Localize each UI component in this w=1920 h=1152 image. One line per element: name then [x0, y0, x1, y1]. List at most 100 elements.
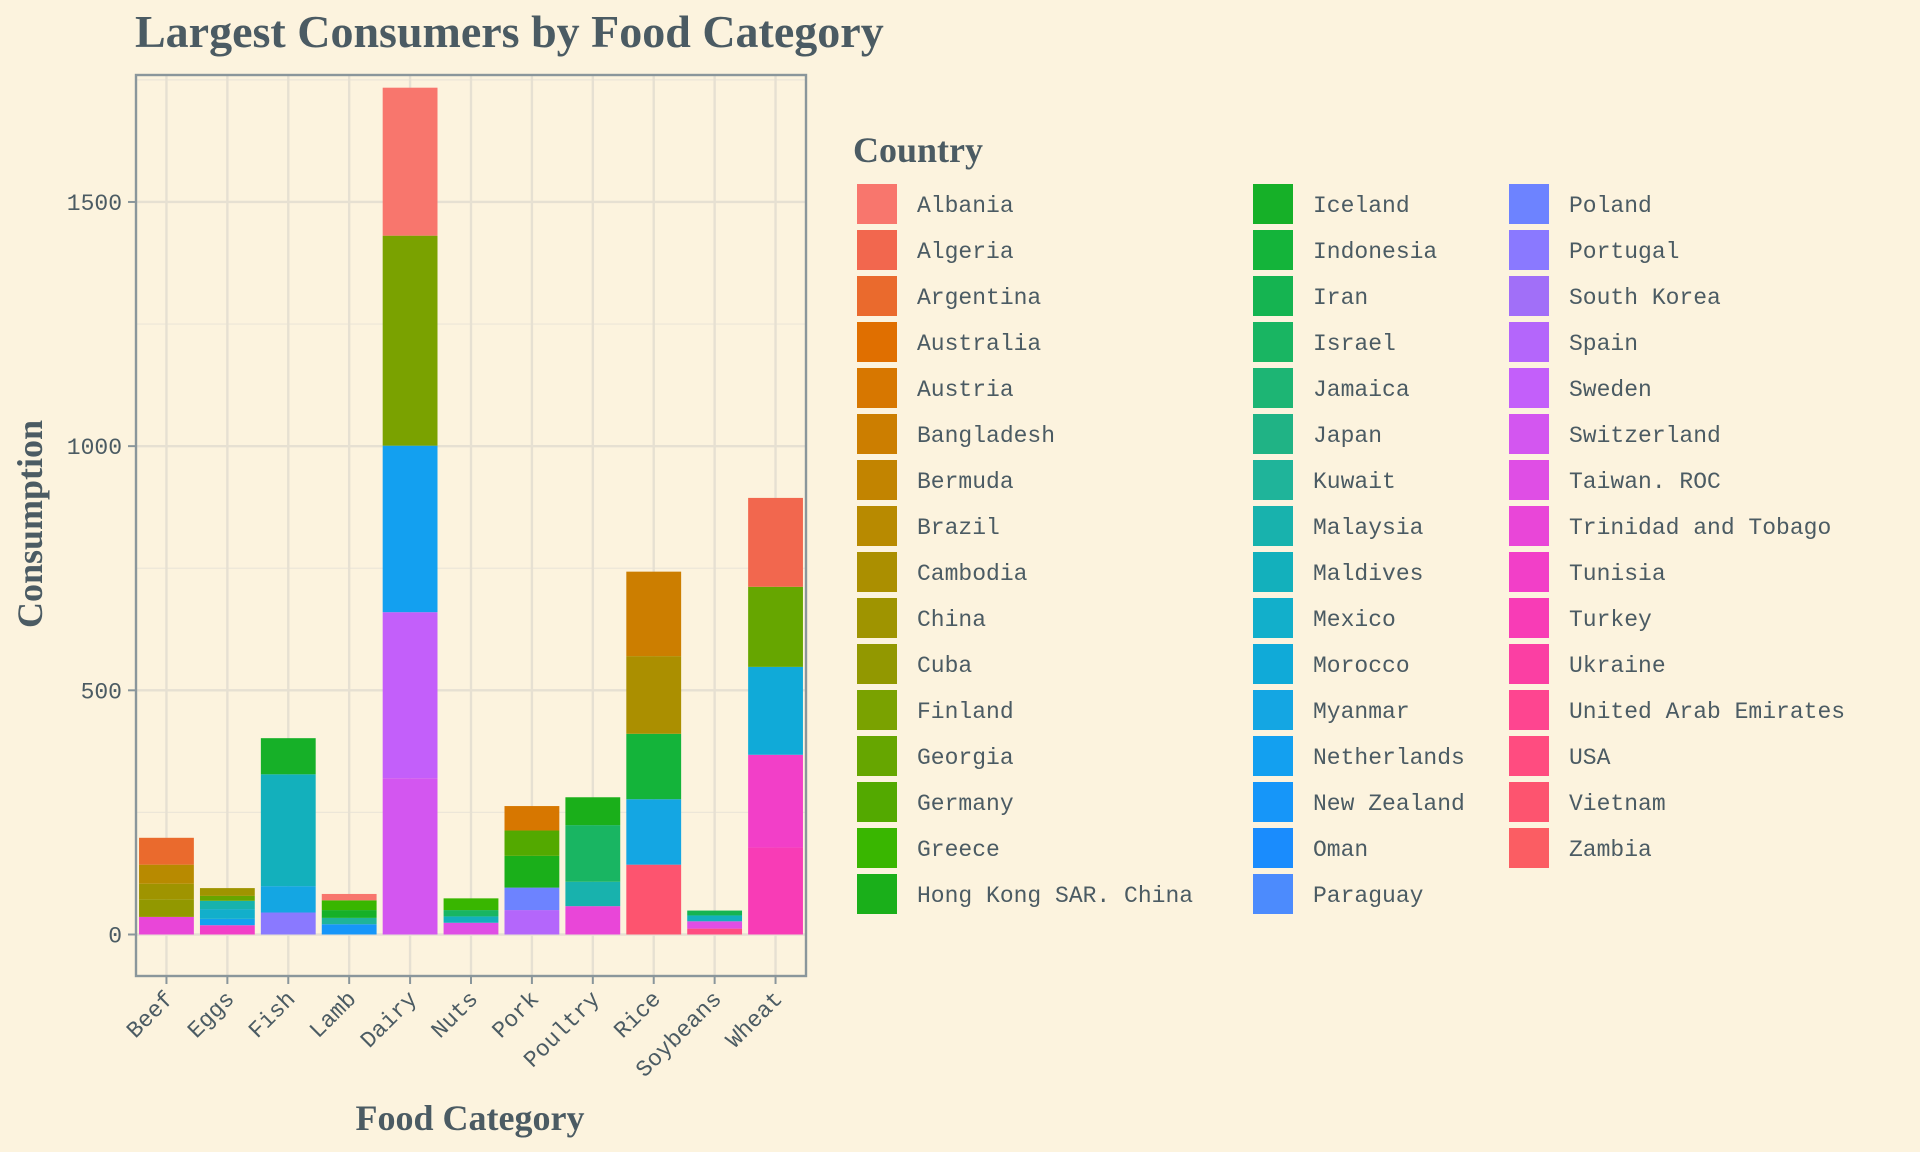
legend-swatch: [1253, 782, 1293, 822]
bar-segment: [321, 910, 377, 918]
legend-swatch: [857, 322, 897, 362]
legend-swatch: [857, 828, 897, 868]
legend-swatch: [857, 230, 897, 270]
legend-label: Indonesia: [1313, 239, 1437, 265]
legend-swatch: [1509, 828, 1549, 868]
legend-swatch: [857, 644, 897, 684]
bar-segment: [687, 928, 743, 935]
chart-title: Largest Consumers by Food Category: [135, 6, 884, 57]
x-tick-label: Wheat: [721, 987, 788, 1054]
legend-label: Spain: [1569, 331, 1638, 357]
x-tick-label: Eggs: [183, 987, 240, 1044]
legend-swatch: [857, 690, 897, 730]
legend-label: China: [917, 607, 986, 633]
legend-swatch: [1253, 460, 1293, 500]
legend-swatch: [857, 460, 897, 500]
legend-label: Maldives: [1313, 561, 1423, 587]
legend-label: Cuba: [917, 653, 972, 679]
bar-segment: [260, 738, 316, 775]
bar-segment: [199, 909, 255, 919]
legend-label: Portugal: [1569, 239, 1679, 265]
bar-segment: [139, 883, 194, 900]
legend-swatch: [857, 368, 897, 408]
legend-swatch: [1253, 322, 1293, 362]
legend-label: Japan: [1313, 423, 1382, 449]
bar-segment: [321, 893, 377, 901]
bar-segment: [443, 922, 499, 935]
legend-label: Albania: [917, 193, 1014, 219]
legend-label: Trinidad and Tobago: [1569, 515, 1831, 541]
legend-swatch: [1253, 690, 1293, 730]
legend-label: Cambodia: [917, 561, 1028, 587]
legend-label: Greece: [917, 837, 1000, 863]
legend-label: Australia: [917, 331, 1041, 357]
legend-label: Tunisia: [1569, 561, 1666, 587]
legend-swatch: [1253, 368, 1293, 408]
legend-label: Hong Kong SAR. China: [917, 883, 1193, 909]
x-tick-label: Beef: [122, 987, 179, 1044]
legend-label: Georgia: [917, 745, 1014, 771]
legend-label: Zambia: [1569, 837, 1652, 863]
x-axis-title: Food Category: [356, 1098, 585, 1138]
bar-segment: [504, 910, 560, 935]
legend-swatch: [1509, 644, 1549, 684]
legend-swatch: [857, 782, 897, 822]
bar-segment: [626, 733, 682, 800]
bar-segment: [626, 656, 682, 734]
legend-label: Jamaica: [1313, 377, 1410, 403]
x-tick-label: Pork: [487, 987, 544, 1044]
legend: Albania Algeria Argentina Australia Austria B…: [857, 184, 1845, 914]
bar-segment: [321, 917, 377, 925]
bar-segment: [260, 912, 316, 935]
legend-label: Bermuda: [917, 469, 1014, 495]
bar-segment: [565, 906, 621, 935]
bar-segment: [199, 888, 255, 896]
legend-swatch: [1253, 644, 1293, 684]
legend-swatch: [1509, 230, 1549, 270]
legend-swatch: [857, 276, 897, 316]
legend-label: Germany: [917, 791, 1014, 817]
x-tick-label: Nuts: [427, 987, 484, 1044]
bar-segment: [443, 916, 499, 923]
legend-swatch: [857, 184, 897, 224]
legend-label: South Korea: [1569, 285, 1721, 311]
bar-segment: [687, 921, 743, 929]
legend-swatch: [1509, 736, 1549, 776]
bar-segment: [504, 806, 560, 831]
legend-label: Taiwan. ROC: [1569, 469, 1721, 495]
x-tick-label: Fish: [244, 987, 301, 1044]
x-tick-label: Rice: [609, 987, 666, 1044]
legend-swatch: [857, 552, 897, 592]
legend-label: Argentina: [917, 285, 1041, 311]
legend-label: Switzerland: [1569, 423, 1721, 449]
y-tick-label: 1500: [67, 191, 122, 217]
bar-segment: [199, 895, 255, 901]
bar-segment: [139, 864, 194, 884]
legend-swatch: [1253, 874, 1293, 914]
legend-swatch: [1509, 276, 1549, 316]
bar-segment: [382, 87, 438, 236]
bar-segment: [199, 918, 255, 926]
bar-segment: [260, 886, 316, 913]
legend-swatch: [857, 414, 897, 454]
legend-label: Ukraine: [1569, 653, 1666, 679]
legend-swatch: [1253, 506, 1293, 546]
legend-swatch: [857, 874, 897, 914]
bar-segment: [565, 797, 621, 826]
bar-segment: [139, 899, 194, 917]
bar-segment: [748, 847, 803, 935]
legend-label: Oman: [1313, 837, 1368, 863]
legend-label: Poland: [1569, 193, 1652, 219]
legend-label: Iceland: [1313, 193, 1410, 219]
bar-segment: [565, 825, 621, 882]
legend-label: Austria: [917, 377, 1014, 403]
legend-swatch: [857, 598, 897, 638]
bar-segment: [748, 586, 803, 667]
legend-swatch: [1509, 690, 1549, 730]
legend-swatch: [1253, 184, 1293, 224]
legend-swatch: [1253, 276, 1293, 316]
x-tick-label: Dairy: [356, 986, 423, 1053]
legend-label: Malaysia: [1313, 515, 1424, 541]
